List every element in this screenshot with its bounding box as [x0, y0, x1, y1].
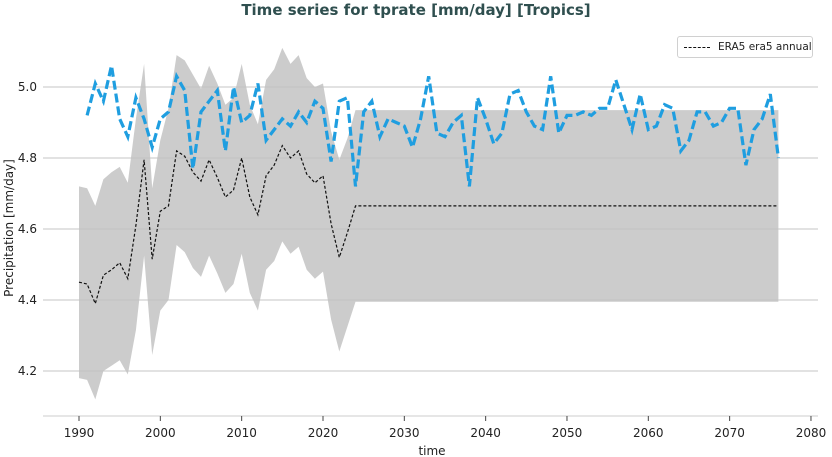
- model-series-line: [85, 65, 780, 187]
- x-tick-label: 2080: [796, 426, 827, 440]
- x-tick-label: 2010: [226, 426, 257, 440]
- chart-title: Time series for tprate [mm/day] [Tropics…: [241, 1, 591, 19]
- y-tick-label: 4.8: [18, 151, 37, 165]
- y-tick-label: 4.4: [18, 293, 37, 307]
- x-tick-label: 2070: [714, 426, 745, 440]
- legend-label: ERA5 era5 annual: [718, 41, 812, 53]
- x-axis-label: time: [418, 444, 445, 457]
- x-tick-label: 2040: [470, 426, 501, 440]
- legend: ERA5 era5 annual: [677, 36, 813, 58]
- x-tick-label: 1990: [64, 426, 95, 440]
- spread-band: [79, 47, 779, 400]
- y-tick-label: 4.6: [18, 222, 37, 236]
- x-tick-label: 2000: [145, 426, 176, 440]
- x-tick-label: 2060: [633, 426, 664, 440]
- y-tick-label: 4.2: [18, 364, 37, 378]
- x-tick-label: 2020: [308, 426, 339, 440]
- x-tick-label: 2050: [552, 426, 583, 440]
- era5-series-line: [78, 144, 779, 306]
- y-axis-ticks: 4.2 4.4 4.6 4.8 5.0: [18, 80, 37, 378]
- x-tick-label: 2030: [389, 426, 420, 440]
- y-tick-label: 5.0: [18, 80, 37, 94]
- legend-dashed-line-icon: [684, 46, 710, 48]
- y-axis-label: Precipitation [mm/day]: [2, 159, 16, 297]
- x-axis-ticks: 1990 2000 2010 2020 2030 2040 2050 2060 2070 2080: [64, 416, 827, 440]
